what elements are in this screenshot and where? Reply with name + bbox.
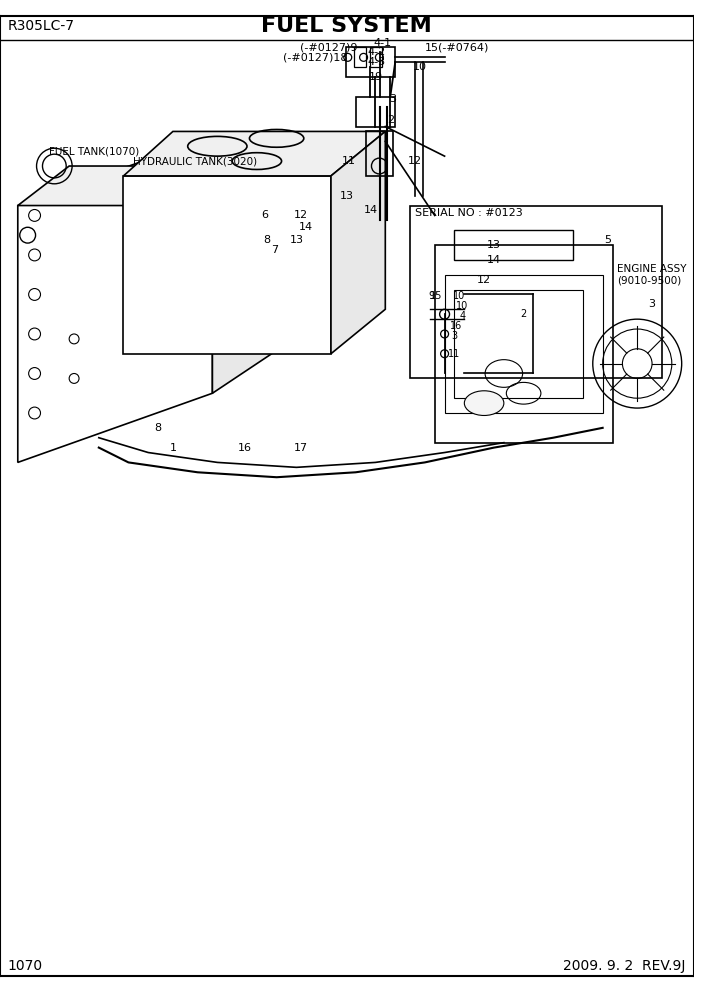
Text: (-#0127)9: (-#0127)9 [300,43,357,53]
Polygon shape [18,136,213,462]
Text: 5: 5 [604,235,611,245]
Polygon shape [124,176,331,354]
Text: 2: 2 [520,310,526,319]
Text: 4-1: 4-1 [373,38,392,48]
Text: 11: 11 [342,156,356,166]
Bar [435,245,613,442]
Text: 12: 12 [477,275,491,285]
Text: 6: 6 [261,210,268,220]
Bar [454,290,583,398]
Text: 4: 4 [459,311,465,321]
Text: SERIAL NO : #0123: SERIAL NO : #0123 [415,208,523,218]
Text: 16: 16 [450,321,463,331]
Text: 3: 3 [649,300,656,310]
Text: 2009. 9. 2  REV.9J: 2009. 9. 2 REV.9J [563,959,686,973]
Text: HYDRAULIC TANK(3020): HYDRAULIC TANK(3020) [133,156,258,166]
Text: 4-2: 4-2 [368,48,386,58]
Text: 1070: 1070 [8,959,43,973]
Text: 3: 3 [451,331,458,341]
Bar [366,132,393,176]
Text: 2: 2 [387,115,394,125]
Text: 7: 7 [271,245,278,255]
Text: 15: 15 [430,292,442,302]
Text: 10: 10 [456,302,469,311]
Text: 9: 9 [429,292,435,302]
Text: (-#0127)18: (-#0127)18 [284,53,347,62]
Text: 12: 12 [294,210,308,220]
Text: 19: 19 [369,72,383,82]
Polygon shape [213,166,272,393]
Polygon shape [18,166,272,205]
Polygon shape [331,132,385,354]
Text: R305LC-7: R305LC-7 [8,19,75,33]
Text: 10: 10 [453,292,465,302]
Text: 3: 3 [389,94,396,104]
Text: 10: 10 [413,62,427,72]
Text: FUEL TANK(1070): FUEL TANK(1070) [49,146,140,156]
Text: 16: 16 [238,442,252,452]
Ellipse shape [464,391,504,416]
Text: 12: 12 [408,156,422,166]
Text: 11: 11 [449,349,461,359]
Bar [444,275,602,413]
Text: 15(-#0764): 15(-#0764) [425,43,489,53]
Text: 13: 13 [289,235,303,245]
Text: 4-3: 4-3 [368,58,385,67]
Text: ENGINE ASSY
(9010-9500): ENGINE ASSY (9010-9500) [618,264,687,286]
Bar [454,230,573,260]
Text: 13: 13 [487,240,501,250]
Bar [356,97,395,127]
Bar [410,205,662,378]
Bar [371,48,383,67]
Text: 14: 14 [364,205,378,215]
Text: 17: 17 [294,442,308,452]
Text: 1: 1 [169,442,176,452]
Text: 13: 13 [340,190,354,200]
Polygon shape [124,132,385,176]
Text: 8: 8 [263,235,270,245]
Text: 8: 8 [154,423,161,433]
Bar [354,48,366,67]
Text: 14: 14 [299,222,313,232]
Bar [346,48,395,77]
Text: FUEL SYSTEM: FUEL SYSTEM [261,16,432,36]
Text: 14: 14 [487,255,501,265]
